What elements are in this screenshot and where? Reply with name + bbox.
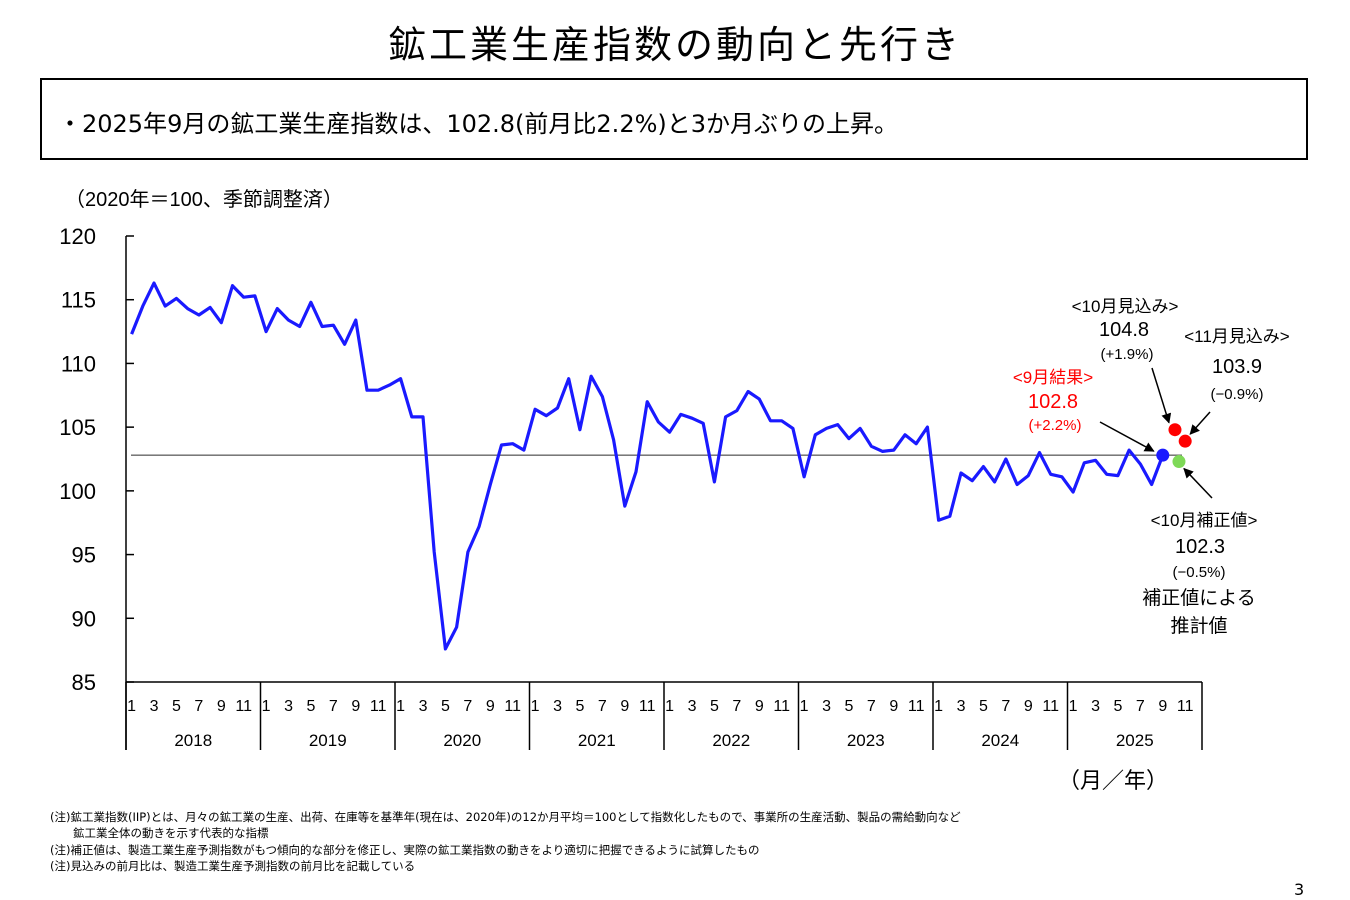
x-month-label: 3	[688, 698, 697, 715]
x-month-label: 7	[329, 698, 338, 715]
x-month-label: 11	[1042, 698, 1059, 715]
x-month-label: 3	[150, 698, 159, 715]
x-month-label: 1	[1069, 698, 1078, 715]
x-month-label: 5	[1113, 698, 1122, 715]
x-month-label: 1	[800, 698, 809, 715]
y-tick-label: 115	[61, 288, 96, 313]
annotation-adj-note2: 推計値	[1170, 615, 1227, 637]
x-year-label: 2025	[1116, 731, 1154, 750]
x-month-label: 3	[419, 698, 428, 715]
y-tick-label: 95	[72, 543, 96, 568]
arrow-oct	[1151, 367, 1172, 424]
page-number: 3	[1294, 880, 1305, 899]
x-month-label: 9	[755, 698, 764, 715]
annotation-oct-change: (+1.9%)	[1101, 346, 1154, 363]
series-line	[130, 281, 1165, 651]
x-axis-label: （月／年）	[1058, 768, 1168, 793]
arrow-nov	[1189, 411, 1211, 435]
x-month-label: 7	[867, 698, 876, 715]
x-month-label: 1	[934, 698, 943, 715]
x-month-label: 5	[575, 698, 584, 715]
arrow-sep	[1099, 421, 1155, 452]
footnote-1-cont: 鉱工業全体の動きを示す代表的な指標	[50, 826, 269, 840]
x-month-label: 3	[1091, 698, 1100, 715]
summary-text: ・2025年9月の鉱工業生産指数は、102.8(前月比2.2%)と3か月ぶりの上…	[58, 110, 899, 138]
point-nov	[1178, 434, 1192, 448]
y-tick-label: 85	[72, 670, 96, 695]
y-tick-label: 105	[59, 415, 96, 440]
x-month-label: 9	[486, 698, 495, 715]
annotation-adj-label: <10月補正値>	[1151, 511, 1258, 530]
x-month-label: 11	[639, 698, 656, 715]
annotation-adj-change: (−0.5%)	[1173, 564, 1226, 581]
x-month-label: 7	[1001, 698, 1010, 715]
annotation-nov-change: (−0.9%)	[1211, 386, 1264, 403]
x-month-label: 7	[1136, 698, 1145, 715]
point-oct	[1168, 423, 1182, 437]
annotation-sep-value: 102.8	[1028, 391, 1078, 413]
summary-box: ・2025年9月の鉱工業生産指数は、102.8(前月比2.2%)と3か月ぶりの上…	[40, 78, 1308, 160]
x-year-label: 2022	[712, 731, 750, 750]
x-month-label: 7	[463, 698, 472, 715]
x-month-label: 5	[979, 698, 988, 715]
x-month-label: 3	[957, 698, 966, 715]
annotation-sep-change: (+2.2%)	[1029, 417, 1082, 434]
point-sep	[1156, 448, 1170, 462]
y-tick-label: 100	[59, 479, 96, 504]
x-month-label: 11	[504, 698, 521, 715]
x-month-label: 5	[441, 698, 450, 715]
x-month-label: 3	[284, 698, 293, 715]
annotation-adj-value: 102.3	[1175, 536, 1225, 558]
x-month-label: 9	[217, 698, 226, 715]
x-month-label: 9	[351, 698, 360, 715]
x-month-label: 1	[531, 698, 540, 715]
annotation-oct-label: <10月見込み>	[1072, 297, 1179, 316]
x-year-label: 2021	[578, 731, 616, 750]
annotation-sep-label: <9月結果>	[1013, 368, 1093, 387]
annotation-nov-label: <11月見込み>	[1184, 327, 1290, 346]
x-month-label: 9	[1024, 698, 1033, 715]
x-year-label: 2024	[981, 731, 1019, 750]
unit-label: （2020年＝100、季節調整済）	[65, 188, 343, 211]
x-month-label: 1	[262, 698, 271, 715]
footnote-3: (注)見込みの前月比は、製造工業生産予測指数の前月比を記載している	[50, 859, 416, 873]
annotation-nov-value: 103.9	[1212, 356, 1262, 378]
x-month-label: 11	[1177, 698, 1194, 715]
x-month-label: 9	[889, 698, 898, 715]
x-year-label: 2019	[309, 731, 347, 750]
footnote-1: (注)鉱工業指数(IIP)とは、月々の鉱工業の生産、出荷、在庫等を基準年(現在は…	[50, 810, 961, 824]
x-month-label: 11	[235, 698, 252, 715]
x-month-label: 7	[732, 698, 741, 715]
x-year-label: 2020	[443, 731, 481, 750]
page-title: 鉱工業生産指数の動向と先行き	[387, 23, 962, 67]
x-month-label: 11	[370, 698, 387, 715]
x-month-label: 5	[306, 698, 315, 715]
arrow-adj	[1183, 467, 1213, 499]
x-month-label: 7	[598, 698, 607, 715]
x-month-label: 11	[773, 698, 790, 715]
footnote-2: (注)補正値は、製造工業生産予測指数がもつ傾向的な部分を修正し、実際の鉱工業指数…	[50, 843, 760, 857]
y-tick-label: 90	[72, 606, 96, 631]
x-month-label: 5	[844, 698, 853, 715]
production-index-chart: （2020年＝100、季節調整済）85909510010511011512020…	[59, 188, 1290, 793]
x-month-label: 1	[127, 698, 136, 715]
x-month-label: 9	[1158, 698, 1167, 715]
x-month-label: 1	[665, 698, 674, 715]
y-tick-label: 110	[61, 351, 96, 376]
x-month-label: 7	[194, 698, 203, 715]
x-month-label: 3	[553, 698, 562, 715]
annotation-adj-note1: 補正値による	[1142, 587, 1255, 609]
x-month-label: 5	[710, 698, 719, 715]
x-month-label: 9	[620, 698, 629, 715]
x-month-label: 1	[396, 698, 405, 715]
x-month-label: 5	[172, 698, 181, 715]
x-year-label: 2023	[847, 731, 885, 750]
point-adj	[1172, 455, 1186, 469]
y-tick-label: 120	[59, 224, 96, 249]
x-month-label: 11	[908, 698, 925, 715]
annotation-oct-value: 104.8	[1099, 319, 1149, 341]
x-month-label: 3	[822, 698, 831, 715]
x-year-label: 2018	[174, 731, 212, 750]
